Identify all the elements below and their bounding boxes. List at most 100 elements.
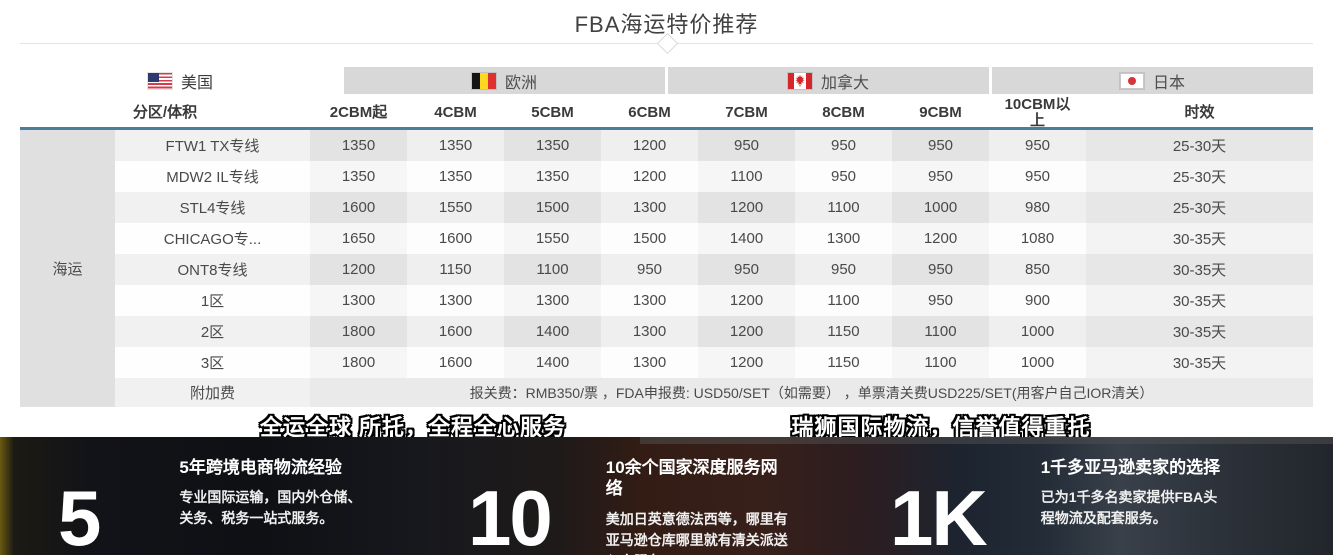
price-cell: 1550 <box>407 192 504 223</box>
stat-block: 5 5年跨境电商物流经验专业国际运输，国内外仓储、关务、税务一站式服务。 <box>58 455 361 555</box>
surcharge-label: 附加费 <box>115 378 310 407</box>
surcharge-row: 附加费 报关费：RMB350/票 ，FDA申报费: USD50/SET（如需要）… <box>115 378 1313 407</box>
price-cell: 1400 <box>504 347 601 378</box>
price-cell: 1200 <box>698 285 795 316</box>
price-cell: 1100 <box>504 254 601 285</box>
stat-body: 已为1千多名卖家提供FBA头程物流及配套服务。 <box>1040 489 1218 527</box>
row-label: ONT8专线 <box>115 254 310 285</box>
price-cell: 900 <box>989 285 1086 316</box>
price-cell: 1080 <box>989 223 1086 254</box>
table-body: 海运 FTW1 TX专线 1350 1350 1350 1200 950 950 950 950… <box>20 130 1313 407</box>
hero-stats-band: 5 5年跨境电商物流经验专业国际运输，国内外仓储、关务、税务一站式服务。 10 10余… <box>0 437 1333 555</box>
tab-ca[interactable]: 加拿大 <box>668 67 989 94</box>
stat-body: 美加日英意德法西等，哪里有亚马逊仓库哪里就有清关派送入仓服务。 <box>605 510 788 555</box>
price-cell: 950 <box>698 254 795 285</box>
price-cell: 1550 <box>504 223 601 254</box>
price-cell: 1400 <box>698 223 795 254</box>
tab-jp[interactable]: 日本 <box>992 67 1313 94</box>
timing-cell: 30-35天 <box>1086 223 1313 254</box>
column-header: 时效 <box>1184 103 1215 121</box>
row-label: 3区 <box>115 347 310 378</box>
price-cell: 1150 <box>795 347 892 378</box>
stat-number: 5 <box>58 474 101 555</box>
price-cell: 1600 <box>407 223 504 254</box>
surcharge-text: 报关费：RMB350/票 ，FDA申报费: USD50/SET（如需要） ，单票… <box>310 378 1313 407</box>
price-cell: 1500 <box>504 192 601 223</box>
column-header: 10CBM以上 <box>1004 95 1071 129</box>
price-cell: 1350 <box>310 130 407 161</box>
price-cell: 1200 <box>698 192 795 223</box>
price-table: 分区/体积 2CBM起 4CBM 5CBM 6CBM 7CBM 8CBM 9CBM 10CBM以… <box>20 95 1313 407</box>
stat-body: 专业国际运输，国内外仓储、关务、税务一站式服务。 <box>179 489 362 527</box>
country-tabs: 美国 欧洲 加拿大 日本 <box>20 67 1313 94</box>
header-underline <box>20 127 1313 130</box>
table-row: STL4专线 1600 1550 1500 1300 1200 1100 1000 980 25-… <box>115 192 1313 223</box>
price-cell: 950 <box>892 285 989 316</box>
hero-photo-strip <box>640 437 1333 444</box>
table-header-row: 分区/体积 2CBM起 4CBM 5CBM 6CBM 7CBM 8CBM 9CBM 10CBM以… <box>20 95 1313 129</box>
stat-number: 10 <box>468 474 553 555</box>
price-cell: 850 <box>989 254 1086 285</box>
price-cell: 950 <box>601 254 698 285</box>
tab-label: 美国 <box>180 74 213 92</box>
price-cell: 1600 <box>310 192 407 223</box>
price-cell: 1000 <box>892 192 989 223</box>
price-cell: 1100 <box>795 192 892 223</box>
table-row: 1区 1300 1300 1300 1300 1200 1100 950 900 30-35天 <box>115 285 1313 316</box>
column-header: 9CBM <box>919 103 962 121</box>
row-label: STL4专线 <box>115 192 310 223</box>
slogan-strip: 全运全球 所托，全程全心服务 瑞狮国际物流，信誉值得重托 <box>0 410 1333 440</box>
price-cell: 1350 <box>310 161 407 192</box>
price-cell: 1800 <box>310 347 407 378</box>
stat-block: 10 10余个国家深度服务网络 美加日英意德法西等，哪里有亚马逊仓库哪里就有清关派送… <box>468 455 788 555</box>
tab-label: 日本 <box>1152 74 1185 92</box>
table-row: CHICAGO专... 1650 1600 1550 1500 1400 1300 1200 1… <box>115 223 1313 254</box>
column-header: 7CBM <box>725 103 768 121</box>
column-header: 5CBM <box>531 103 574 121</box>
page-title: FBA海运特价推荐 <box>574 12 759 37</box>
stat-heading: 5年跨境电商物流经验 <box>179 458 342 477</box>
price-cell: 950 <box>795 254 892 285</box>
price-cell: 1150 <box>407 254 504 285</box>
us-flag-icon <box>147 72 172 89</box>
price-cell: 1200 <box>892 223 989 254</box>
price-cell: 950 <box>892 161 989 192</box>
slogan-right: 瑞狮国际物流，信誉值得重托 <box>791 415 1091 440</box>
column-header: 4CBM <box>434 103 477 121</box>
price-cell: 1200 <box>698 347 795 378</box>
column-header: 2CBM起 <box>329 103 388 121</box>
price-cell: 1300 <box>601 285 698 316</box>
price-cell: 980 <box>989 192 1086 223</box>
tab-be[interactable]: 欧洲 <box>344 67 665 94</box>
timing-cell: 30-35天 <box>1086 285 1313 316</box>
timing-cell: 30-35天 <box>1086 347 1313 378</box>
tab-us[interactable]: 美国 <box>20 67 341 94</box>
price-cell: 1350 <box>504 161 601 192</box>
timing-cell: 25-30天 <box>1086 161 1313 192</box>
price-cell: 950 <box>795 161 892 192</box>
price-cell: 950 <box>698 130 795 161</box>
price-cell: 1350 <box>407 161 504 192</box>
price-cell: 1350 <box>407 130 504 161</box>
belgium-flag-icon <box>471 72 496 89</box>
timing-cell: 25-30天 <box>1086 130 1313 161</box>
table-row: 2区 1800 1600 1400 1300 1200 1150 1100 1000 30-35天 <box>115 316 1313 347</box>
price-cell: 950 <box>795 130 892 161</box>
column-header: 8CBM <box>822 103 865 121</box>
price-cell: 1650 <box>310 223 407 254</box>
price-cell: 1300 <box>795 223 892 254</box>
price-cell: 1200 <box>601 161 698 192</box>
row-label: CHICAGO专... <box>115 223 310 254</box>
price-cell: 1200 <box>698 316 795 347</box>
table-row: FTW1 TX专线 1350 1350 1350 1200 950 950 950 950 25-… <box>115 130 1313 161</box>
price-cell: 1500 <box>601 223 698 254</box>
price-cell: 950 <box>989 161 1086 192</box>
price-cell: 1300 <box>601 347 698 378</box>
price-cell: 1100 <box>698 161 795 192</box>
price-cell: 1400 <box>504 316 601 347</box>
timing-cell: 30-35天 <box>1086 316 1313 347</box>
tab-label: 加拿大 <box>820 74 869 92</box>
timing-cell: 25-30天 <box>1086 192 1313 223</box>
tab-label: 欧洲 <box>504 74 537 92</box>
